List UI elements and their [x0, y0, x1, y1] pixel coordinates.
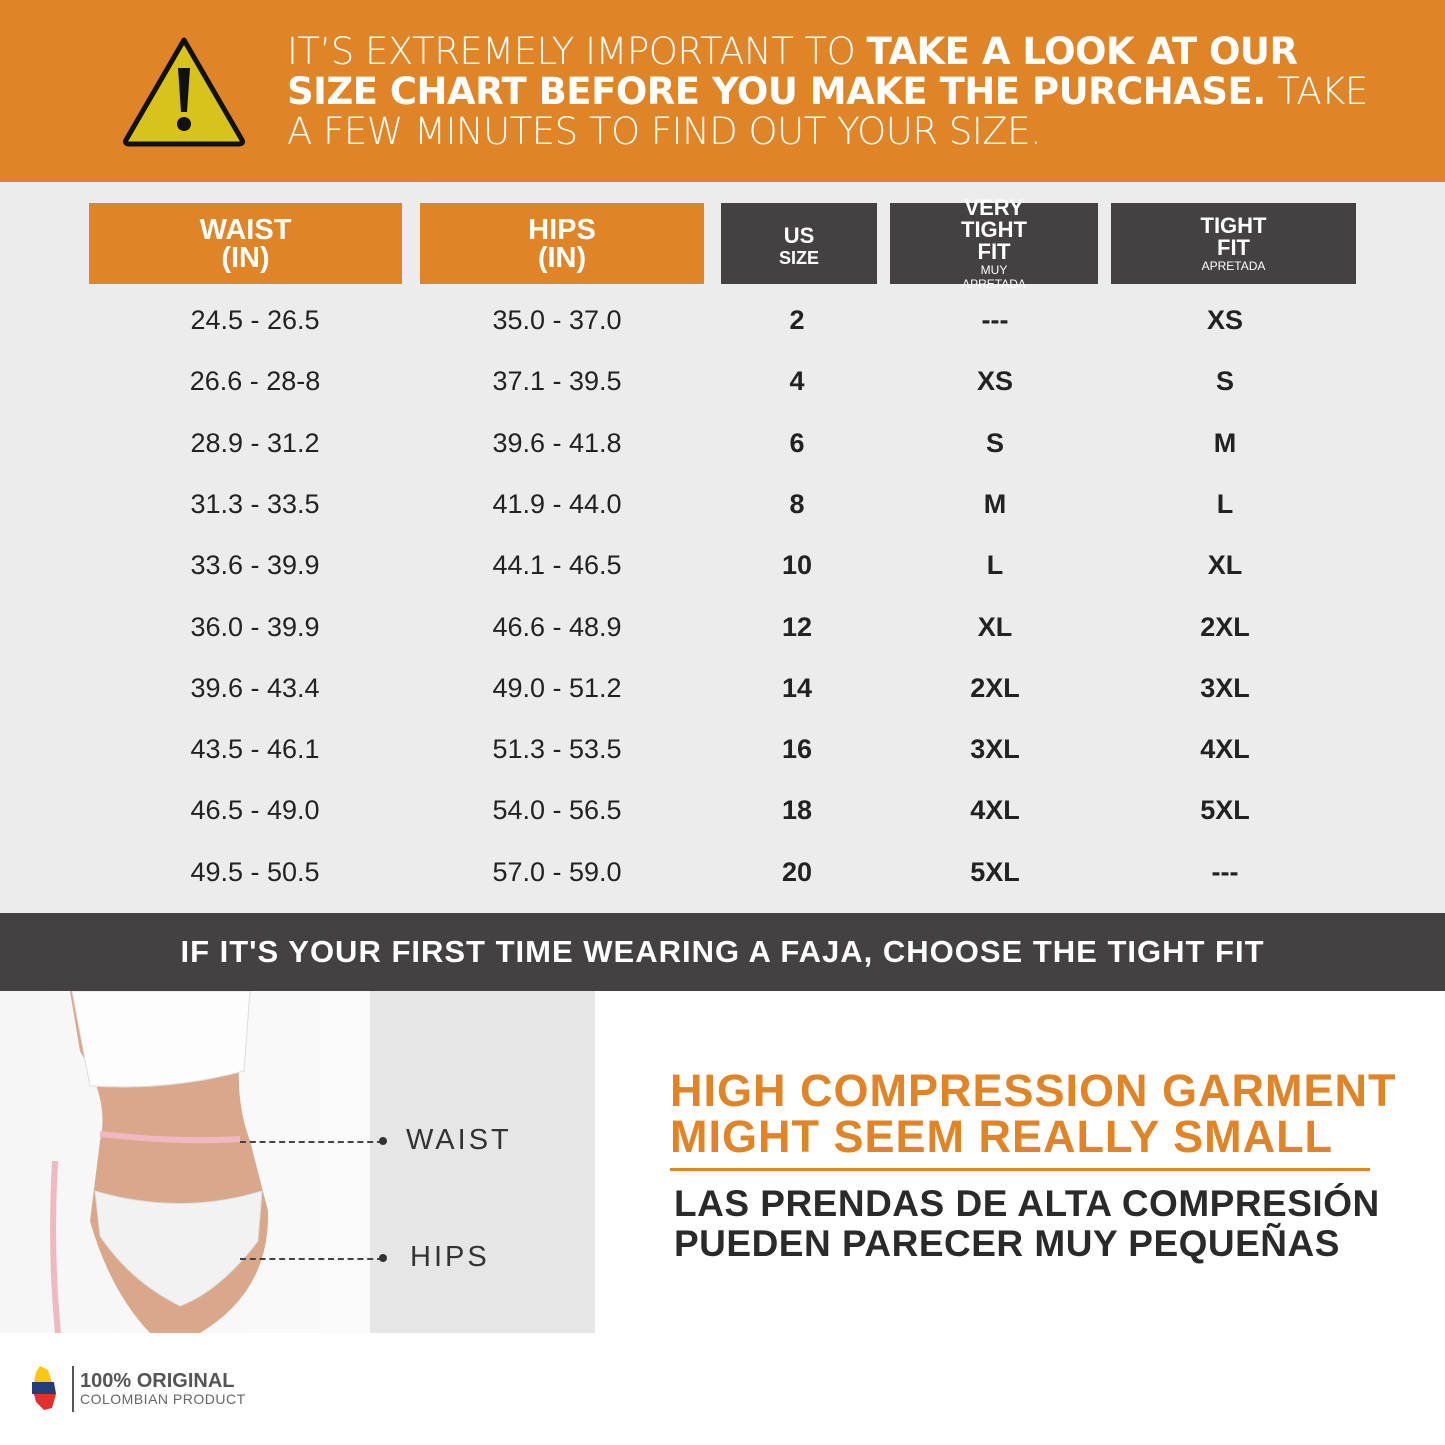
cell-waist: 36.0 - 39.9	[190, 611, 320, 642]
size-chart-background	[0, 182, 1445, 913]
cell-hips: 37.1 - 39.5	[492, 366, 622, 397]
cell-waist: 39.6 - 43.4	[190, 672, 320, 703]
cell-hips: 54.0 - 56.5	[492, 795, 622, 826]
cell-waist: 46.5 - 49.0	[190, 795, 320, 826]
cell-waist: 26.6 - 28-8	[189, 366, 321, 397]
header-very-tight-fit: VERY TIGHT FIT MUY APRETADA	[890, 196, 1098, 291]
cell-very-tight-fit: XS	[976, 366, 1014, 397]
cell-very-tight-fit: 4XL	[970, 795, 1020, 826]
cell-tight-fit: 3XL	[1200, 672, 1250, 703]
cell-hips: 35.0 - 37.0	[492, 305, 622, 335]
cell-hips: 41.9 - 44.0	[492, 488, 622, 519]
cell-waist: 28.9 - 31.2	[190, 427, 320, 458]
header-waist: WAIST (IN)	[89, 203, 402, 284]
logo-subtitle: COLOMBIAN PRODUCT	[80, 1391, 246, 1407]
cell-tight-fit: 5XL	[1200, 795, 1250, 826]
cell-tight-fit: S	[1215, 366, 1234, 397]
cell-us-size: 20	[781, 856, 813, 887]
cell-hips: 39.6 - 41.8	[492, 427, 622, 458]
waist-marker	[379, 1137, 387, 1145]
cell-very-tight-fit: ---	[981, 305, 1009, 335]
cell-very-tight-fit: L	[986, 550, 1004, 581]
cell-us-size: 8	[789, 488, 805, 519]
cell-hips: 49.0 - 51.2	[492, 672, 622, 703]
headline-divider	[670, 1168, 1370, 1171]
header-us-size: US SIZE	[721, 203, 877, 284]
hips-marker	[379, 1254, 387, 1262]
model-figure-image	[50, 990, 269, 1334]
hips-label: HIPS	[410, 1241, 490, 1273]
waist-guide-line	[240, 1141, 383, 1143]
cell-hips: 51.3 - 53.5	[492, 734, 622, 765]
first-time-notice: IF IT'S YOUR FIRST TIME WEARING A FAJA, …	[0, 913, 1445, 991]
cell-tight-fit: L	[1216, 488, 1234, 519]
cell-very-tight-fit: 5XL	[970, 856, 1020, 887]
cell-tight-fit: 2XL	[1200, 611, 1250, 642]
hips-guide-line	[240, 1258, 383, 1260]
cell-us-size: 6	[789, 427, 805, 458]
cell-waist: 33.6 - 39.9	[190, 550, 320, 581]
cell-very-tight-fit: M	[983, 488, 1007, 519]
cell-hips: 46.6 - 48.9	[492, 611, 622, 642]
cell-us-size: 16	[781, 734, 813, 765]
header-tight-fit: TIGHT FIT APRETADA	[1111, 203, 1356, 284]
cell-us-size: 2	[789, 305, 805, 335]
cell-us-size: 14	[781, 672, 813, 703]
cell-tight-fit: M	[1213, 427, 1237, 458]
measure-panel	[370, 991, 595, 1333]
logo-title: 100% ORIGINAL	[80, 1370, 235, 1392]
cell-us-size: 4	[789, 366, 805, 397]
cell-very-tight-fit: 2XL	[970, 672, 1020, 703]
cell-hips: 44.1 - 46.5	[492, 550, 622, 581]
compression-headline: HIGH COMPRESSION GARMENT MIGHT SEEM REALL…	[670, 1065, 1397, 1162]
cell-hips: 57.0 - 59.0	[492, 856, 622, 887]
cell-us-size: 12	[781, 611, 813, 642]
colombia-map-logo	[32, 1366, 74, 1412]
cell-waist: 43.5 - 46.1	[190, 734, 320, 765]
cell-tight-fit: ---	[1211, 856, 1239, 887]
warning-banner: IT’S EXTREMELY IMPORTANT TO TAKE A LOOK …	[0, 0, 1445, 182]
cell-very-tight-fit: S	[985, 427, 1004, 458]
cell-tight-fit: XS	[1206, 305, 1244, 335]
banner-text: IT’S EXTREMELY IMPORTANT TO TAKE A LOOK …	[287, 30, 1368, 153]
warning-triangle-icon	[123, 37, 245, 147]
cell-us-size: 18	[781, 795, 813, 826]
waist-label: WAIST	[406, 1124, 512, 1156]
cell-very-tight-fit: XL	[977, 611, 1013, 642]
cell-waist: 24.5 - 26.5	[190, 305, 320, 335]
cell-tight-fit: XL	[1207, 550, 1243, 581]
cell-tight-fit: 4XL	[1200, 734, 1250, 765]
cell-waist: 49.5 - 50.5	[190, 856, 320, 887]
cell-us-size: 10	[781, 550, 813, 581]
cell-waist: 31.3 - 33.5	[190, 488, 320, 519]
model-photo	[0, 990, 370, 1334]
compression-subheadline: LAS PRENDAS DE ALTA COMPRESIÓN PUEDEN PAR…	[674, 1183, 1380, 1264]
header-hips: HIPS (IN)	[420, 203, 704, 284]
cell-very-tight-fit: 3XL	[970, 734, 1020, 765]
